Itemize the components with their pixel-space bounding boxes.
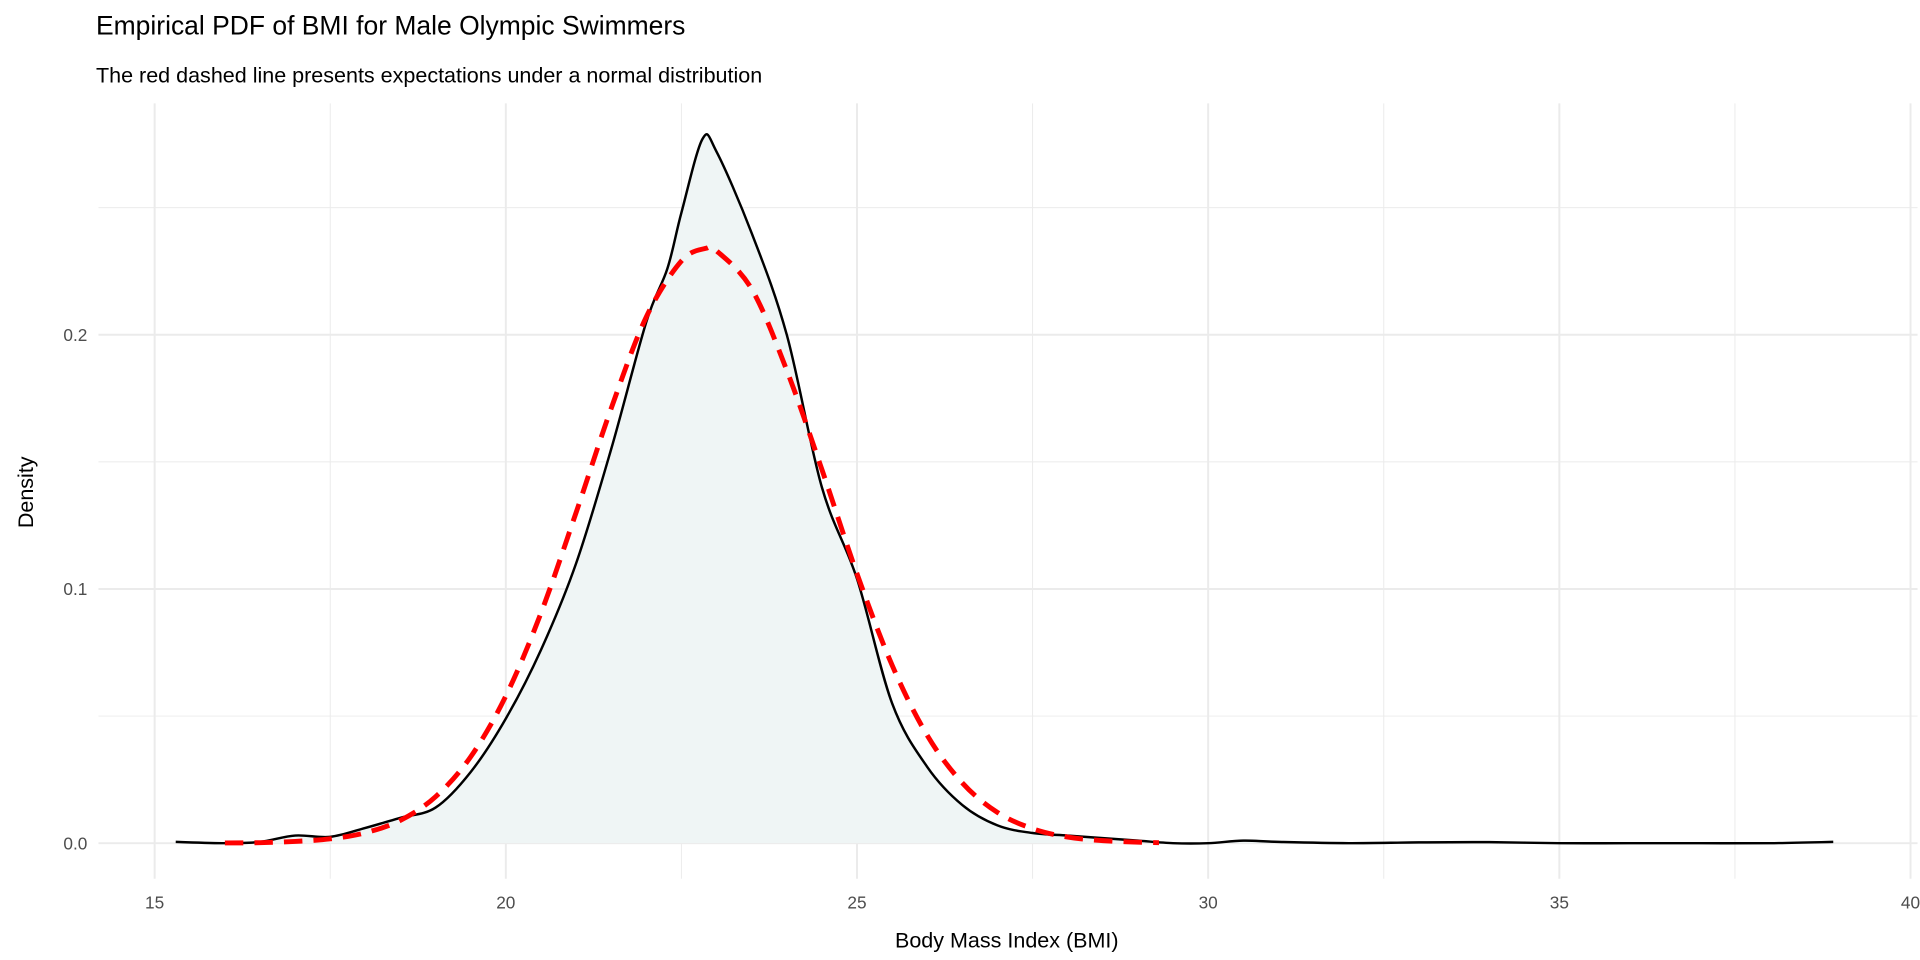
empirical-density-line bbox=[175, 133, 1834, 845]
x-tick-label: 25 bbox=[847, 892, 866, 912]
x-tick-label: 30 bbox=[1199, 892, 1218, 912]
x-axis-title: Body Mass Index (BMI) bbox=[895, 929, 1119, 953]
x-tick-label: 20 bbox=[496, 892, 515, 912]
x-tick-label: 35 bbox=[1550, 892, 1569, 912]
chart-subtitle: The red dashed line presents expectation… bbox=[96, 63, 762, 87]
y-axis-title: Density bbox=[14, 456, 38, 528]
normal-density-dashed-line bbox=[224, 243, 1160, 846]
density-fill-area bbox=[175, 134, 1834, 844]
grid bbox=[98, 103, 1918, 879]
y-axis-ticks: 0.0 0.1 0.2 bbox=[63, 325, 87, 853]
x-tick-label: 40 bbox=[1901, 892, 1920, 912]
y-tick-label: 0.2 bbox=[63, 325, 87, 345]
y-tick-label: 0.0 bbox=[63, 833, 87, 853]
chart-title: Empirical PDF of BMI for Male Olympic Sw… bbox=[96, 10, 685, 40]
x-axis-ticks: 15 20 25 30 35 40 bbox=[145, 892, 1920, 912]
x-tick-label: 15 bbox=[145, 892, 164, 912]
y-tick-label: 0.1 bbox=[63, 579, 87, 599]
